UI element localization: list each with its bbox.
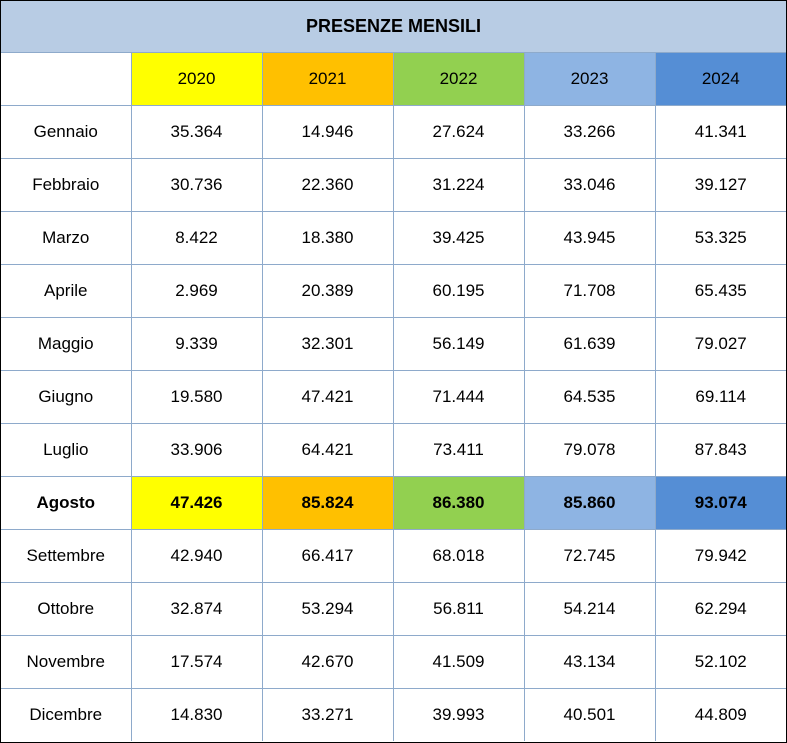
value-cell: 60.195 (392, 264, 525, 318)
value-cell: 69.114 (654, 370, 786, 424)
value-cell: 8.422 (130, 211, 263, 265)
month-label: Luglio (1, 423, 132, 477)
table-row: Agosto 47.426 85.824 86.380 85.860 93.074 (1, 476, 786, 530)
value-cell: 42.670 (261, 635, 394, 689)
table-row: Luglio 33.906 64.421 73.411 79.078 87.843 (1, 423, 786, 477)
month-label: Aprile (1, 264, 132, 318)
value-cell: 22.360 (261, 158, 394, 212)
table-row: Aprile 2.969 20.389 60.195 71.708 65.435 (1, 264, 786, 318)
value-cell: 14.946 (261, 105, 394, 159)
month-label: Gennaio (1, 105, 132, 159)
value-cell: 44.809 (654, 688, 786, 741)
value-cell: 43.945 (523, 211, 656, 265)
value-cell: 79.942 (654, 529, 786, 583)
value-cell: 39.425 (392, 211, 525, 265)
month-label: Settembre (1, 529, 132, 583)
value-cell: 32.301 (261, 317, 394, 371)
value-cell: 30.736 (130, 158, 263, 212)
value-cell: 72.745 (523, 529, 656, 583)
value-cell: 19.580 (130, 370, 263, 424)
value-cell: 53.294 (261, 582, 394, 636)
value-cell: 66.417 (261, 529, 394, 583)
month-label: Dicembre (1, 688, 132, 741)
year-header-2020: 2020 (130, 52, 263, 106)
value-cell: 32.874 (130, 582, 263, 636)
value-cell: 87.843 (654, 423, 786, 477)
value-cell: 47.426 (130, 476, 263, 530)
table-row: Giugno 19.580 47.421 71.444 64.535 69.114 (1, 370, 786, 424)
value-cell: 61.639 (523, 317, 656, 371)
value-cell: 41.341 (654, 105, 786, 159)
value-cell: 85.824 (261, 476, 394, 530)
year-header-2022: 2022 (392, 52, 525, 106)
value-cell: 14.830 (130, 688, 263, 741)
value-cell: 39.127 (654, 158, 786, 212)
value-cell: 41.509 (392, 635, 525, 689)
table-row: Gennaio 35.364 14.946 27.624 33.266 41.341 (1, 105, 786, 159)
value-cell: 20.389 (261, 264, 394, 318)
table-row: Settembre 42.940 66.417 68.018 72.745 79.942 (1, 529, 786, 583)
value-cell: 52.102 (654, 635, 786, 689)
value-cell: 85.860 (523, 476, 656, 530)
value-cell: 27.624 (392, 105, 525, 159)
value-cell: 56.811 (392, 582, 525, 636)
value-cell: 62.294 (654, 582, 786, 636)
table-row: Febbraio 30.736 22.360 31.224 33.046 39.127 (1, 158, 786, 212)
year-header-2024: 2024 (654, 52, 786, 106)
value-cell: 71.444 (392, 370, 525, 424)
value-cell: 33.046 (523, 158, 656, 212)
value-cell: 39.993 (392, 688, 525, 741)
value-cell: 43.134 (523, 635, 656, 689)
corner-cell (1, 52, 132, 106)
month-label: Ottobre (1, 582, 132, 636)
month-label: Novembre (1, 635, 132, 689)
table-row: Maggio 9.339 32.301 56.149 61.639 79.027 (1, 317, 786, 371)
year-header-2021: 2021 (261, 52, 394, 106)
value-cell: 40.501 (523, 688, 656, 741)
value-cell: 18.380 (261, 211, 394, 265)
year-header-2023: 2023 (523, 52, 656, 106)
value-cell: 17.574 (130, 635, 263, 689)
month-label: Giugno (1, 370, 132, 424)
value-cell: 64.421 (261, 423, 394, 477)
month-label: Agosto (1, 476, 132, 530)
month-label: Febbraio (1, 158, 132, 212)
table-row: Ottobre 32.874 53.294 56.811 54.214 62.294 (1, 582, 786, 636)
value-cell: 2.969 (130, 264, 263, 318)
value-cell: 79.078 (523, 423, 656, 477)
value-cell: 33.906 (130, 423, 263, 477)
value-cell: 9.339 (130, 317, 263, 371)
value-cell: 65.435 (654, 264, 786, 318)
value-cell: 56.149 (392, 317, 525, 371)
table-title: PRESENZE MENSILI (1, 1, 786, 53)
table-row: Marzo 8.422 18.380 39.425 43.945 53.325 (1, 211, 786, 265)
year-header-row: 2020 2021 2022 2023 2024 (1, 52, 786, 106)
value-cell: 47.421 (261, 370, 394, 424)
value-cell: 68.018 (392, 529, 525, 583)
table-row: Novembre 17.574 42.670 41.509 43.134 52.102 (1, 635, 786, 689)
value-cell: 33.266 (523, 105, 656, 159)
table-row: Dicembre 14.830 33.271 39.993 40.501 44.809 (1, 688, 786, 741)
value-cell: 33.271 (261, 688, 394, 741)
value-cell: 79.027 (654, 317, 786, 371)
value-cell: 53.325 (654, 211, 786, 265)
value-cell: 42.940 (130, 529, 263, 583)
value-cell: 93.074 (654, 476, 786, 530)
value-cell: 86.380 (392, 476, 525, 530)
month-label: Maggio (1, 317, 132, 371)
value-cell: 71.708 (523, 264, 656, 318)
value-cell: 73.411 (392, 423, 525, 477)
value-cell: 64.535 (523, 370, 656, 424)
month-label: Marzo (1, 211, 132, 265)
value-cell: 35.364 (130, 105, 263, 159)
value-cell: 54.214 (523, 582, 656, 636)
value-cell: 31.224 (392, 158, 525, 212)
